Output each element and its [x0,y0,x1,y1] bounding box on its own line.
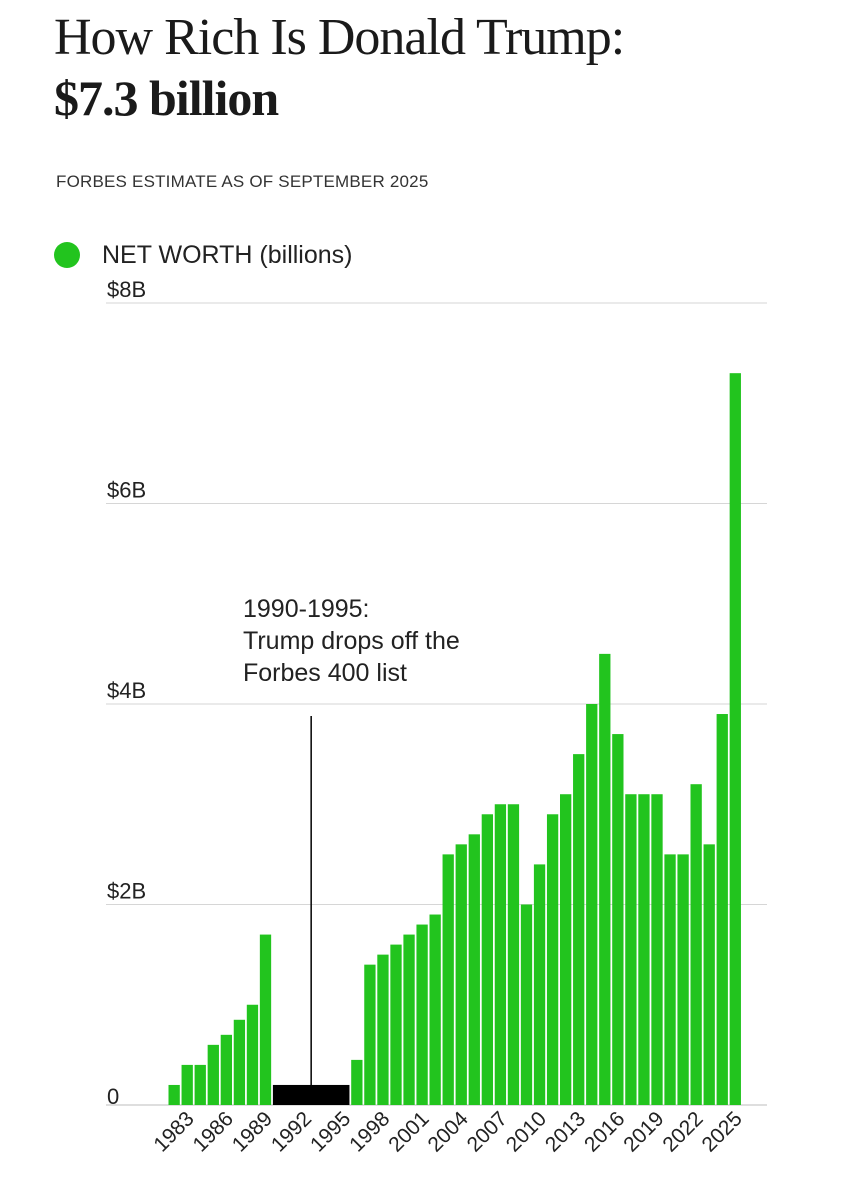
net-worth-bar [246,1004,259,1105]
net-worth-bar [259,934,272,1105]
x-tick-label: 1992 [267,1107,316,1156]
net-worth-bar [416,924,428,1105]
net-worth-bar [220,1034,232,1105]
chart-title: How Rich Is Donald Trump: [54,9,625,66]
net-worth-bar [181,1064,193,1105]
off-list-gap-bar [272,1084,350,1105]
net-worth-bar [364,964,376,1105]
net-worth-bar [233,1019,246,1105]
net-worth-bar [468,834,480,1105]
y-tick-label: $2B [107,879,146,904]
net-worth-bar [729,373,741,1105]
x-tick-label: 1998 [345,1107,394,1156]
annotation-text: Forbes 400 list [243,659,407,687]
net-worth-bar [207,1044,219,1105]
x-tick-label: 2022 [658,1107,707,1156]
net-worth-bar [638,794,650,1105]
net-worth-bar [507,804,520,1105]
annotation-text: Trump drops off the [243,627,460,655]
y-tick-label: $4B [107,678,146,703]
net-worth-bar [481,814,493,1105]
chart-subtitle: FORBES ESTIMATE AS OF SEPTEMBER 2025 [56,172,429,191]
net-worth-bar [455,844,467,1105]
net-worth-bar [377,954,389,1105]
net-worth-bar [520,904,533,1105]
net-worth-bar [677,854,689,1105]
annotation-text: 1990-1995: [243,595,370,623]
net-worth-bar [703,844,715,1105]
net-worth-bar [560,794,572,1105]
x-tick-label: 1983 [149,1107,198,1156]
net-worth-bar [546,814,559,1105]
net-worth-bar [690,784,702,1105]
x-tick-label: 2019 [619,1107,668,1156]
net-worth-bar [442,854,454,1105]
net-worth-bar [612,734,624,1105]
net-worth-bar [403,934,415,1105]
x-tick-label: 2010 [502,1107,551,1156]
net-worth-bar [168,1084,180,1105]
y-tick-label: $6B [107,478,146,503]
net-worth-bar [533,864,546,1105]
net-worth-bar [194,1064,206,1105]
net-worth-bar [625,794,637,1105]
x-tick-label: 2004 [423,1107,473,1157]
net-worth-bar [586,704,598,1105]
x-tick-label: 1986 [189,1107,238,1156]
net-worth-bar [494,804,507,1105]
net-worth-bar [573,754,585,1105]
legend-swatch-icon [54,242,80,268]
chart-legend: NET WORTH (billions) [54,240,353,270]
net-worth-bar [429,914,441,1105]
net-worth-bar [599,653,611,1105]
x-tick-label: 2001 [384,1107,433,1156]
y-tick-label: $8B [107,277,146,302]
net-worth-headline: $7.3 billion [54,70,279,126]
legend-label: NET WORTH (billions) [102,240,353,269]
x-tick-label: 1995 [306,1107,355,1156]
x-tick-label: 2013 [541,1107,590,1156]
net-worth-bar [651,794,663,1105]
x-tick-label: 2025 [698,1107,747,1156]
net-worth-bar [716,714,728,1105]
x-tick-label: 2007 [463,1107,512,1156]
y-tick-label: 0 [107,1084,119,1109]
net-worth-bar [351,1059,363,1105]
net-worth-bar [390,944,402,1105]
net-worth-bar [664,854,676,1105]
x-tick-label: 1989 [228,1107,277,1156]
x-tick-label: 2016 [580,1107,629,1156]
